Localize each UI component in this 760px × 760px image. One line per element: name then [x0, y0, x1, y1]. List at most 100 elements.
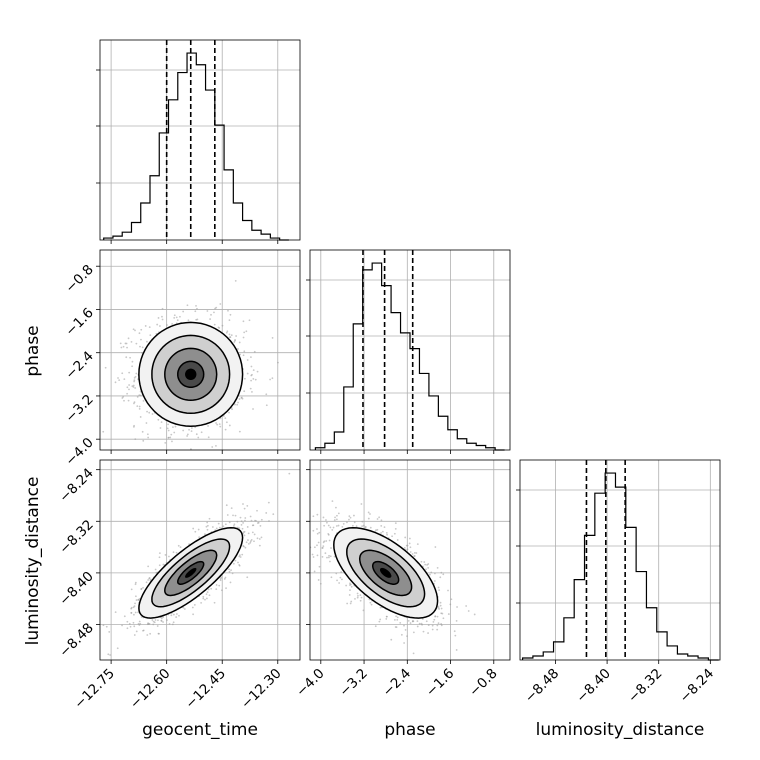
scatter-point	[288, 472, 291, 475]
hist-bar	[533, 656, 543, 660]
scatter-point	[166, 427, 169, 430]
ylabel-phase: phase	[23, 325, 43, 376]
scatter-point	[134, 611, 137, 614]
scatter-point	[425, 620, 428, 623]
scatter-point	[253, 350, 256, 353]
scatter-point	[215, 444, 217, 447]
scatter-point	[172, 621, 175, 624]
scatter-point	[303, 497, 305, 499]
scatter-point	[218, 327, 221, 329]
panel-frame	[99, 249, 301, 451]
scatter-point	[436, 615, 439, 618]
scatter-point	[182, 429, 185, 432]
scatter-point	[218, 526, 221, 529]
hist-bar	[564, 618, 574, 660]
scatter-point	[423, 561, 426, 563]
x-tick-label: −12.30	[238, 666, 285, 713]
scatter-point	[128, 371, 131, 374]
scatter-point	[132, 328, 135, 331]
y-tick-label: −0.8	[62, 262, 96, 296]
scatter-point	[206, 524, 209, 527]
hist-grid-luminosity_distance	[520, 460, 720, 660]
scatter-point	[353, 521, 356, 524]
scatter-point	[359, 594, 362, 597]
scatter-point	[177, 544, 180, 547]
scatter-point	[247, 539, 249, 541]
scatter-point	[130, 340, 133, 343]
scatter-point	[316, 513, 319, 516]
scatter-point	[413, 555, 416, 557]
scatter-point	[140, 328, 143, 331]
scatter-point	[437, 622, 440, 625]
scatter-point	[133, 379, 136, 382]
scatter-point	[249, 515, 252, 518]
scatter-point	[243, 534, 246, 537]
scatter-point	[228, 568, 230, 571]
scatter-point	[164, 441, 167, 444]
scatter-point	[147, 436, 150, 439]
scatter-point	[378, 620, 381, 623]
scatter-point	[395, 626, 398, 629]
scatter-point	[255, 519, 257, 522]
scatter-point	[455, 649, 458, 651]
scatter-point	[329, 526, 332, 529]
histogram-geocent_time	[103, 40, 289, 241]
scatter-point	[215, 527, 218, 530]
hist-outline	[103, 52, 289, 241]
scatter-point	[259, 524, 262, 527]
panel-frame	[309, 459, 511, 661]
scatter-point	[265, 393, 268, 396]
scatter-point	[132, 621, 135, 624]
scatter-point	[134, 375, 137, 378]
scatter-point	[238, 564, 241, 567]
scatter-point	[243, 331, 246, 334]
xlabel-geocent-time: geocent_time	[142, 720, 258, 740]
scatter-point	[362, 524, 365, 527]
scatter-point	[133, 634, 136, 636]
scatter-point	[215, 584, 218, 586]
scatter-point	[202, 595, 205, 598]
scatter-point	[125, 356, 128, 359]
hist-bar	[688, 656, 698, 660]
scatter-point	[456, 606, 458, 608]
scatter-point	[173, 316, 176, 319]
scatter-point	[391, 535, 394, 538]
scatter-point	[399, 621, 402, 624]
scatter-point	[190, 427, 193, 429]
scatter-point	[406, 548, 409, 551]
scatter-point	[405, 544, 408, 547]
y-tick-label: −1.6	[62, 305, 96, 339]
scatter-point	[328, 539, 331, 542]
scatter-point	[328, 554, 330, 557]
scatter-point	[335, 572, 338, 575]
scatter-point	[234, 514, 237, 517]
scatter-point	[326, 521, 328, 524]
scatter-point	[349, 602, 352, 605]
y-tick-label: −2.4	[62, 348, 96, 382]
scatter-point	[187, 319, 190, 322]
scatter-point	[326, 556, 328, 559]
scatter-point	[147, 565, 150, 568]
scatter-point	[114, 611, 117, 614]
scatter-point	[249, 541, 252, 544]
scatter-point	[242, 336, 245, 339]
histogram-luminosity_distance	[521, 460, 719, 661]
scatter-point	[400, 633, 403, 636]
xlabel-luminosity-distance: luminosity_distance	[536, 720, 705, 740]
scatter-point	[406, 635, 408, 638]
scatter-point	[161, 315, 163, 318]
hist-bar	[438, 416, 447, 450]
panel-frame	[99, 39, 301, 241]
scatter-point	[236, 403, 239, 406]
scatter-point	[135, 599, 138, 601]
scatter-point	[323, 540, 326, 543]
scatter-point	[229, 313, 232, 316]
scatter-point	[121, 397, 124, 399]
scatter-point	[129, 356, 131, 359]
scatter-point	[186, 435, 189, 437]
scatter-point	[294, 540, 296, 542]
scatter-point	[173, 431, 176, 434]
scatter-point	[121, 624, 123, 627]
scatter-point	[369, 513, 371, 515]
scatter-point	[129, 625, 132, 628]
